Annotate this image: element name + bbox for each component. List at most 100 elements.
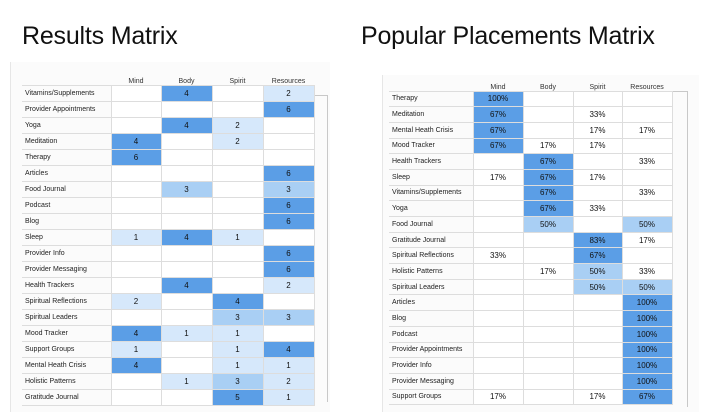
popular-placements-cell: 50% — [522, 216, 574, 233]
popular-placements-cell: 17% — [572, 137, 623, 155]
popular-placements-column-header: Resources — [630, 83, 664, 91]
results-matrix-cell — [160, 196, 213, 214]
popular-placements-cell: 17% — [472, 168, 524, 186]
popular-placements-cell — [522, 325, 574, 343]
popular-placements-row: Support Groups 17% 17% 67% — [389, 388, 673, 406]
popular-placements-row-label: Yoga — [389, 200, 473, 217]
results-matrix-cell — [160, 340, 213, 358]
results-matrix-row: Health Trackers 4 2 — [22, 276, 315, 294]
popular-placements-cell — [572, 310, 623, 327]
popular-placements-body: Therapy 100% Meditation 67% 33% Mental Heath … — [389, 90, 673, 406]
popular-placements-cell: 17% — [572, 121, 623, 139]
popular-placements-cell: 17% — [572, 388, 623, 406]
results-matrix-cell — [211, 196, 264, 214]
results-matrix-row: Sleep 1 4 1 — [22, 228, 315, 246]
results-matrix-row-label: Yoga — [22, 116, 111, 134]
popular-placements-cell: 67% — [522, 168, 574, 186]
popular-placements-row-label: Health Trackers — [389, 153, 473, 170]
results-matrix-header-row: Mind Body Spirit Resources — [22, 71, 314, 85]
results-matrix-row-label: Spiritual Reflections — [22, 292, 111, 310]
results-matrix-cell: 1 — [211, 324, 264, 342]
popular-placements-row-label: Holistic Patterns — [389, 263, 473, 280]
results-matrix-cell — [211, 180, 264, 198]
popular-placements-cell: 33% — [621, 184, 673, 202]
popular-placements-bracket-tick — [673, 91, 688, 92]
results-matrix-cell: 3 — [262, 308, 315, 326]
popular-placements-row: Vitamins/Supplements 67% 33% — [389, 184, 673, 202]
results-matrix-row: Provider Messaging 6 — [22, 260, 315, 278]
results-matrix-cell: 4 — [110, 356, 162, 374]
popular-placements-cell — [472, 200, 524, 217]
popular-placements-cell: 100% — [621, 341, 673, 359]
results-matrix-cell: 4 — [160, 276, 213, 294]
popular-placements-cell — [472, 153, 524, 170]
results-matrix-cell — [160, 356, 213, 374]
popular-placements-cell: 67% — [572, 247, 623, 265]
popular-placements-row-label: Vitamins/Supplements — [389, 184, 473, 202]
popular-placements-row: Podcast 100% — [389, 325, 673, 343]
results-matrix-row: Support Groups 1 1 4 — [22, 340, 315, 358]
popular-placements-cell — [472, 278, 524, 296]
results-matrix-cell — [211, 244, 264, 262]
results-matrix-column-header: Body — [178, 77, 195, 85]
popular-placements-row: Health Trackers 67% 33% — [389, 153, 673, 170]
results-matrix-cell — [160, 132, 213, 150]
popular-placements-cell: 17% — [621, 231, 673, 249]
results-matrix-cell: 1 — [160, 324, 213, 342]
results-matrix-row: Articles 6 — [22, 164, 315, 182]
results-matrix-cell: 4 — [160, 228, 213, 246]
results-matrix-cell: 2 — [211, 116, 264, 134]
results-matrix-row: Food Journal 3 3 — [22, 180, 315, 198]
popular-placements-cell — [621, 168, 673, 186]
popular-placements-cell — [572, 216, 623, 233]
results-matrix-cell — [160, 292, 213, 310]
popular-placements-row-label: Meditation — [389, 106, 473, 123]
popular-placements-cell — [522, 372, 574, 390]
results-matrix-cell: 1 — [211, 228, 264, 246]
popular-placements-cell: 33% — [572, 200, 623, 217]
popular-placements-cell — [472, 263, 524, 280]
popular-placements-cell — [522, 278, 574, 296]
results-matrix-cell — [110, 244, 162, 262]
results-matrix-cell: 1 — [110, 228, 162, 246]
popular-placements-bracket — [687, 91, 688, 407]
popular-placements-row: Meditation 67% 33% — [389, 106, 673, 123]
popular-placements-row: Holistic Patterns 17% 50% 33% — [389, 263, 673, 280]
popular-placements-cell — [572, 325, 623, 343]
results-matrix-cell — [160, 164, 213, 182]
results-matrix-row: Spiritual Leaders 3 3 — [22, 308, 315, 326]
results-matrix-column-header: Resources — [271, 77, 306, 85]
popular-placements-row: Gratitude Journal 83% 17% — [389, 231, 673, 249]
results-matrix-cell — [110, 308, 162, 326]
results-matrix-cell: 4 — [160, 84, 213, 102]
results-matrix-row: Meditation 4 2 — [22, 132, 315, 150]
popular-placements-cell — [472, 294, 524, 312]
results-matrix-cell: 4 — [211, 292, 264, 310]
results-matrix-cell — [160, 148, 213, 166]
popular-placements-cell — [522, 341, 574, 359]
results-matrix-cell: 4 — [110, 132, 162, 150]
results-matrix-cell — [211, 260, 264, 278]
results-matrix-cell: 6 — [262, 260, 315, 278]
results-matrix-cell — [262, 292, 315, 310]
popular-placements-cell — [522, 231, 574, 249]
popular-placements-cell — [472, 372, 524, 390]
popular-placements-row: Provider Messaging 100% — [389, 372, 673, 390]
popular-placements-cell: 67% — [621, 388, 673, 406]
popular-placements-row: Mood Tracker 67% 17% 17% — [389, 137, 673, 155]
results-matrix-row-label: Mental Heath Crisis — [22, 356, 111, 374]
popular-placements-cell: 33% — [572, 106, 623, 123]
popular-placements-cell: 100% — [621, 310, 673, 327]
popular-placements-cell — [472, 357, 524, 374]
results-matrix-cell: 1 — [262, 388, 315, 406]
results-matrix-cell — [110, 212, 162, 230]
results-matrix-row: Mood Tracker 4 1 1 — [22, 324, 315, 342]
popular-placements-row-label: Gratitude Journal — [389, 231, 473, 249]
results-matrix-cell — [262, 324, 315, 342]
results-matrix-cell — [160, 308, 213, 326]
popular-placements-row: Spiritual Reflections 33% 67% — [389, 247, 673, 265]
popular-placements-title: Popular Placements Matrix — [361, 22, 655, 50]
results-matrix-cell — [211, 164, 264, 182]
results-matrix-row: Gratitude Journal 5 1 — [22, 388, 315, 406]
results-matrix-cell — [110, 372, 162, 390]
